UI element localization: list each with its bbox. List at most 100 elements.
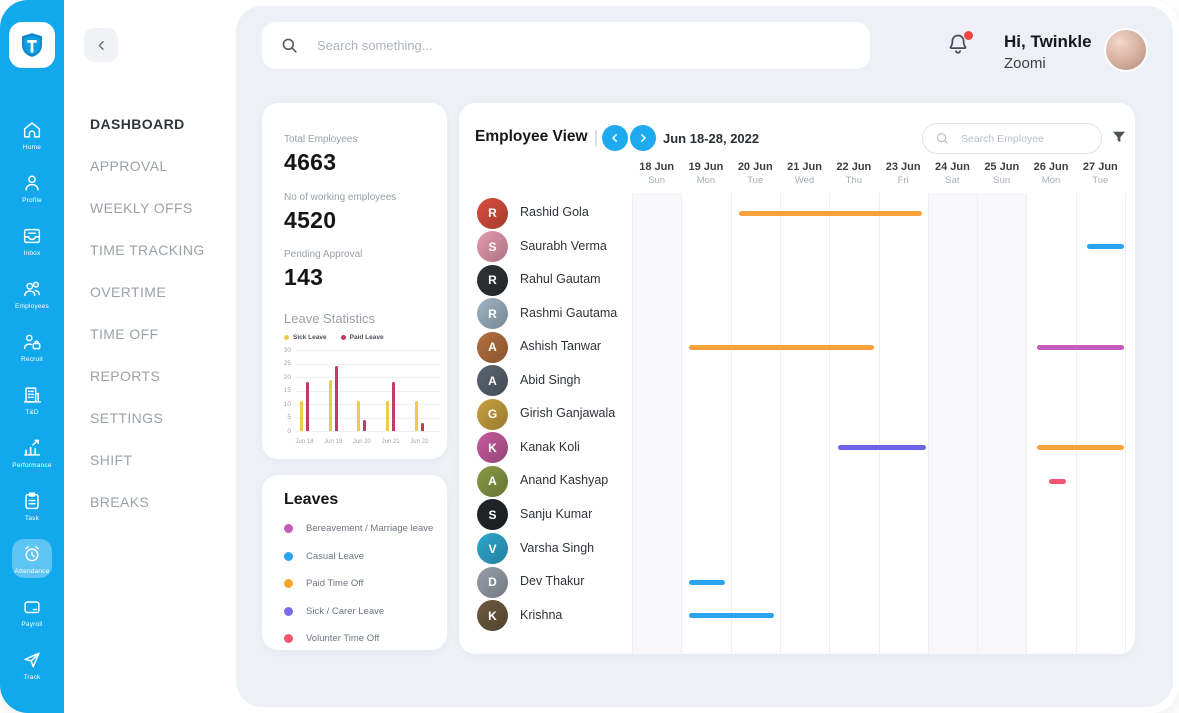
day-header-20-jun: 20 Jun Tue bbox=[730, 161, 780, 186]
employee-avatar[interactable]: G bbox=[477, 398, 508, 430]
leave-color-dot bbox=[284, 551, 293, 561]
sidebar-item-dashboard[interactable]: DASHBOARD bbox=[90, 116, 185, 132]
employee-avatar[interactable]: D bbox=[477, 566, 508, 598]
leave-bar-sick-carer[interactable] bbox=[837, 445, 926, 451]
sidebar-item-time-off[interactable]: TIME OFF bbox=[90, 326, 159, 342]
rail-item-track[interactable]: Track bbox=[0, 638, 64, 691]
employee-name[interactable]: Rahul Gautam bbox=[520, 272, 601, 287]
employee-name[interactable]: Dev Thakur bbox=[520, 574, 585, 589]
shield-logo-icon bbox=[22, 33, 42, 57]
employee-avatar[interactable]: S bbox=[477, 499, 508, 531]
rail-item-label: Performance bbox=[12, 461, 52, 469]
rail-item-highlight: Home bbox=[21, 119, 43, 151]
chevron-left-icon bbox=[612, 134, 617, 142]
employee-name[interactable]: Abid Singh bbox=[520, 372, 581, 387]
leave-type-label: Sick / Carer Leave bbox=[306, 605, 385, 617]
employee-name[interactable]: Sanju Kumar bbox=[520, 506, 593, 521]
sidebar-item-reports[interactable]: REPORTS bbox=[90, 368, 161, 384]
app-logo[interactable] bbox=[9, 22, 55, 68]
employee-avatar[interactable]: S bbox=[477, 231, 508, 263]
day-header-24-jun: 24 Jun Sat bbox=[927, 161, 977, 186]
collapse-sidebar-button[interactable] bbox=[84, 28, 118, 62]
legend-item-paid-leave: Paid Leave bbox=[340, 334, 384, 341]
sidebar-item-breaks[interactable]: BREAKS bbox=[90, 494, 150, 510]
leave-bar-casual[interactable] bbox=[688, 579, 726, 585]
day-date: 19 Jun bbox=[688, 161, 724, 173]
next-week-button[interactable] bbox=[630, 125, 656, 151]
rail-item-t-d[interactable]: T&D bbox=[0, 373, 64, 426]
employee-name[interactable]: Kanak Koli bbox=[520, 439, 580, 454]
grid-line bbox=[632, 193, 633, 654]
prev-week-button[interactable] bbox=[602, 125, 628, 151]
content-panel: Hi, Twinkle Zoomi Leave Statistics Sick … bbox=[236, 6, 1173, 707]
employee-avatar[interactable]: A bbox=[477, 365, 508, 397]
day-of-week: Thu bbox=[845, 175, 863, 186]
chart-bar-sick-leave bbox=[414, 401, 418, 431]
rail-item-performance[interactable]: Performance bbox=[0, 426, 64, 479]
day-header-22-jun: 22 Jun Thu bbox=[829, 161, 879, 186]
employee-name[interactable]: Ashish Tanwar bbox=[520, 339, 602, 354]
rail-item-highlight: T&D bbox=[21, 384, 43, 416]
grid-line bbox=[1026, 193, 1028, 654]
rail-item-payroll[interactable]: Payroll bbox=[0, 585, 64, 638]
sidebar-item-time-tracking[interactable]: TIME TRACKING bbox=[90, 242, 205, 258]
leave-bar-casual[interactable] bbox=[688, 613, 774, 619]
sidebar-item-weekly-offs[interactable]: WEEKLY OFFS bbox=[90, 200, 193, 216]
employee-search-input[interactable] bbox=[959, 131, 1089, 146]
employee-avatar[interactable]: R bbox=[477, 298, 508, 330]
chart-bar-paid-leave bbox=[306, 382, 309, 431]
notifications-button[interactable] bbox=[945, 31, 975, 61]
sidebar-item-approval[interactable]: APPROVAL bbox=[90, 158, 168, 174]
chart-gridline bbox=[296, 404, 440, 405]
employee-name[interactable]: Krishna bbox=[520, 607, 563, 622]
performance-icon bbox=[21, 437, 43, 459]
rail-item-attendance[interactable]: Attendance bbox=[0, 532, 64, 585]
rail-item-employees[interactable]: Employees bbox=[0, 267, 64, 320]
leave-bar-casual[interactable] bbox=[1086, 244, 1124, 250]
leave-bar-paid-time-off[interactable] bbox=[1037, 445, 1124, 451]
employee-name[interactable]: Anand Kashyap bbox=[520, 473, 609, 488]
leave-bar-volunteer[interactable] bbox=[1049, 478, 1067, 484]
employee-avatar[interactable]: R bbox=[477, 264, 508, 296]
rail-item-task[interactable]: Task bbox=[0, 479, 64, 532]
chart-gridline bbox=[296, 390, 440, 392]
day-date: 26 Jun bbox=[1033, 161, 1069, 173]
rail-item-inbox[interactable]: Inbox bbox=[0, 214, 64, 267]
leave-type-paid-time-off: Paid Time Off bbox=[284, 578, 363, 589]
rail-item-recruit[interactable]: Recruit bbox=[0, 320, 64, 373]
employee-avatar[interactable]: A bbox=[477, 331, 508, 363]
employee-name[interactable]: Saurabh Verma bbox=[520, 238, 607, 253]
rail-item-highlight: Recruit bbox=[21, 331, 43, 363]
employee-avatar[interactable]: R bbox=[477, 197, 508, 229]
employee-search bbox=[922, 123, 1102, 154]
sidebar-item-settings[interactable]: SETTINGS bbox=[90, 410, 164, 426]
employee-avatar[interactable]: V bbox=[477, 533, 508, 564]
employee-name[interactable]: Rashid Gola bbox=[520, 205, 589, 219]
rail-item-profile[interactable]: Profile bbox=[0, 161, 64, 214]
day-of-week: Sun bbox=[993, 175, 1011, 186]
user-avatar[interactable] bbox=[1104, 28, 1148, 72]
metric-value-pending-approval: 143 bbox=[284, 264, 324, 290]
leave-bar-paid-time-off[interactable] bbox=[739, 210, 922, 216]
sidebar-item-overtime[interactable]: OVERTIME bbox=[90, 284, 167, 300]
rail-item-label: T&D bbox=[25, 408, 39, 416]
employee-avatar[interactable]: K bbox=[477, 600, 508, 632]
profile-icon bbox=[21, 172, 43, 194]
employee-avatar[interactable]: K bbox=[477, 432, 508, 464]
leave-bar-paid-time-off[interactable] bbox=[688, 344, 874, 350]
leave-bar-bereavement[interactable] bbox=[1037, 344, 1124, 350]
filter-button[interactable] bbox=[1110, 128, 1128, 146]
employee-avatar[interactable]: A bbox=[477, 465, 508, 497]
sidebar-item-shift[interactable]: SHIFT bbox=[90, 452, 133, 468]
rail-item-highlight: Profile bbox=[21, 172, 43, 204]
legend-dot bbox=[284, 335, 289, 340]
employee-name[interactable]: Girish Ganjawala bbox=[520, 406, 616, 421]
rail-item-home[interactable]: Home bbox=[0, 108, 64, 161]
employee-name[interactable]: Rashmi Gautama bbox=[520, 305, 618, 320]
day-date: 20 Jun bbox=[737, 161, 773, 173]
search-input[interactable] bbox=[315, 37, 852, 54]
employee-name[interactable]: Varsha Singh bbox=[520, 540, 595, 555]
chart-bar-sick-leave bbox=[357, 401, 361, 431]
employee-view-card: Employee View Jun 18-28, 2022 18 JunSun1… bbox=[459, 103, 1135, 654]
home-icon bbox=[21, 119, 43, 141]
